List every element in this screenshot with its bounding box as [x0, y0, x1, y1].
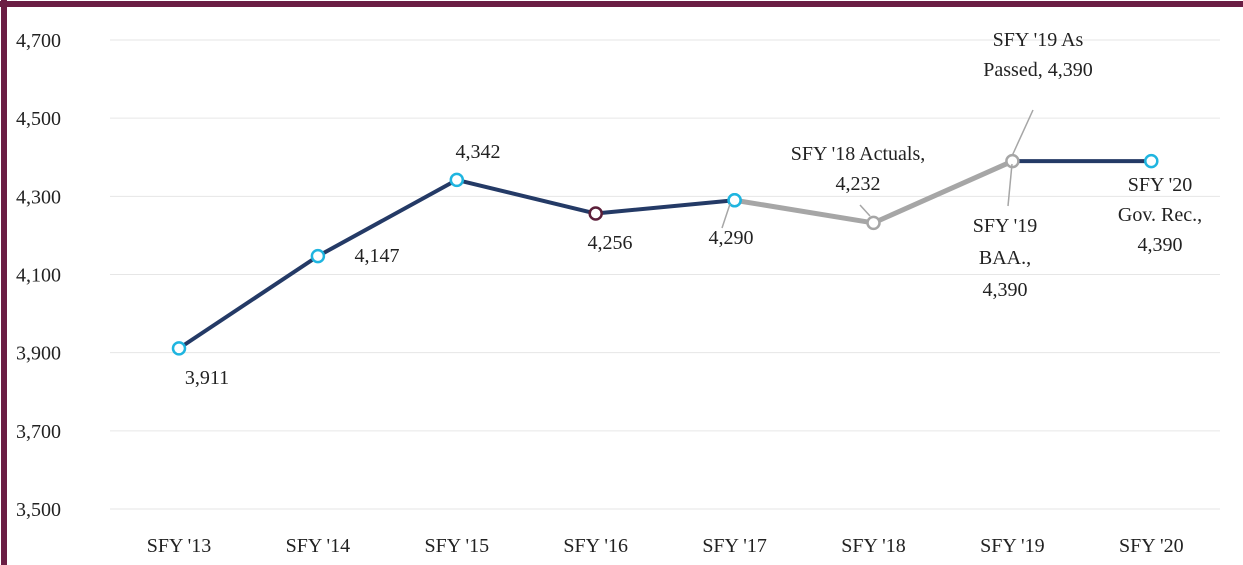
data-label: SFY '20 [1128, 174, 1193, 196]
data-label: 3,911 [185, 367, 229, 389]
data-label: SFY '18 Actuals, [791, 143, 926, 165]
marker [449, 172, 465, 188]
data-label: 4,390 [1138, 234, 1183, 256]
x-tick-label: SFY '18 [841, 535, 906, 557]
y-tick-label: 3,500 [16, 499, 61, 521]
data-label: 4,342 [456, 141, 501, 163]
data-label: SFY '19 [973, 215, 1038, 237]
data-label: 4,256 [588, 232, 633, 254]
leader-line [1011, 109, 1034, 157]
marker [171, 341, 187, 356]
x-tick-label: SFY '13 [147, 535, 212, 557]
y-tick-label: 4,100 [16, 265, 61, 287]
data-label: 4,290 [709, 227, 754, 249]
y-tick-label: 4,500 [16, 108, 61, 130]
x-tick-label: SFY '14 [286, 535, 351, 557]
data-label: Passed, 4,390 [983, 59, 1092, 81]
y-tick-label: 4,700 [16, 30, 61, 52]
marker [310, 248, 326, 264]
y-tick-label: 3,700 [16, 421, 61, 443]
data-label: SFY '19 As [993, 29, 1084, 51]
leader-line [721, 203, 731, 229]
x-tick-label: SFY '15 [425, 535, 490, 557]
y-tick-label: 4,300 [16, 186, 61, 208]
x-tick-label: SFY '16 [563, 535, 628, 557]
marker [727, 192, 742, 208]
x-tick-label: SFY '20 [1119, 535, 1184, 557]
leader-line [1007, 163, 1013, 207]
marker [1144, 153, 1159, 169]
x-tick-label: SFY '19 [980, 535, 1045, 557]
marker [588, 206, 603, 221]
data-label: 4,390 [983, 279, 1028, 301]
x-tick-label: SFY '17 [702, 535, 767, 557]
marker [866, 215, 881, 231]
data-label: BAA., [979, 247, 1031, 269]
leader-line [859, 204, 871, 217]
data-label: 4,232 [836, 173, 881, 195]
y-tick-label: 3,900 [16, 343, 61, 365]
data-label: Gov. Rec., [1118, 204, 1202, 226]
data-label: 4,147 [355, 245, 400, 267]
